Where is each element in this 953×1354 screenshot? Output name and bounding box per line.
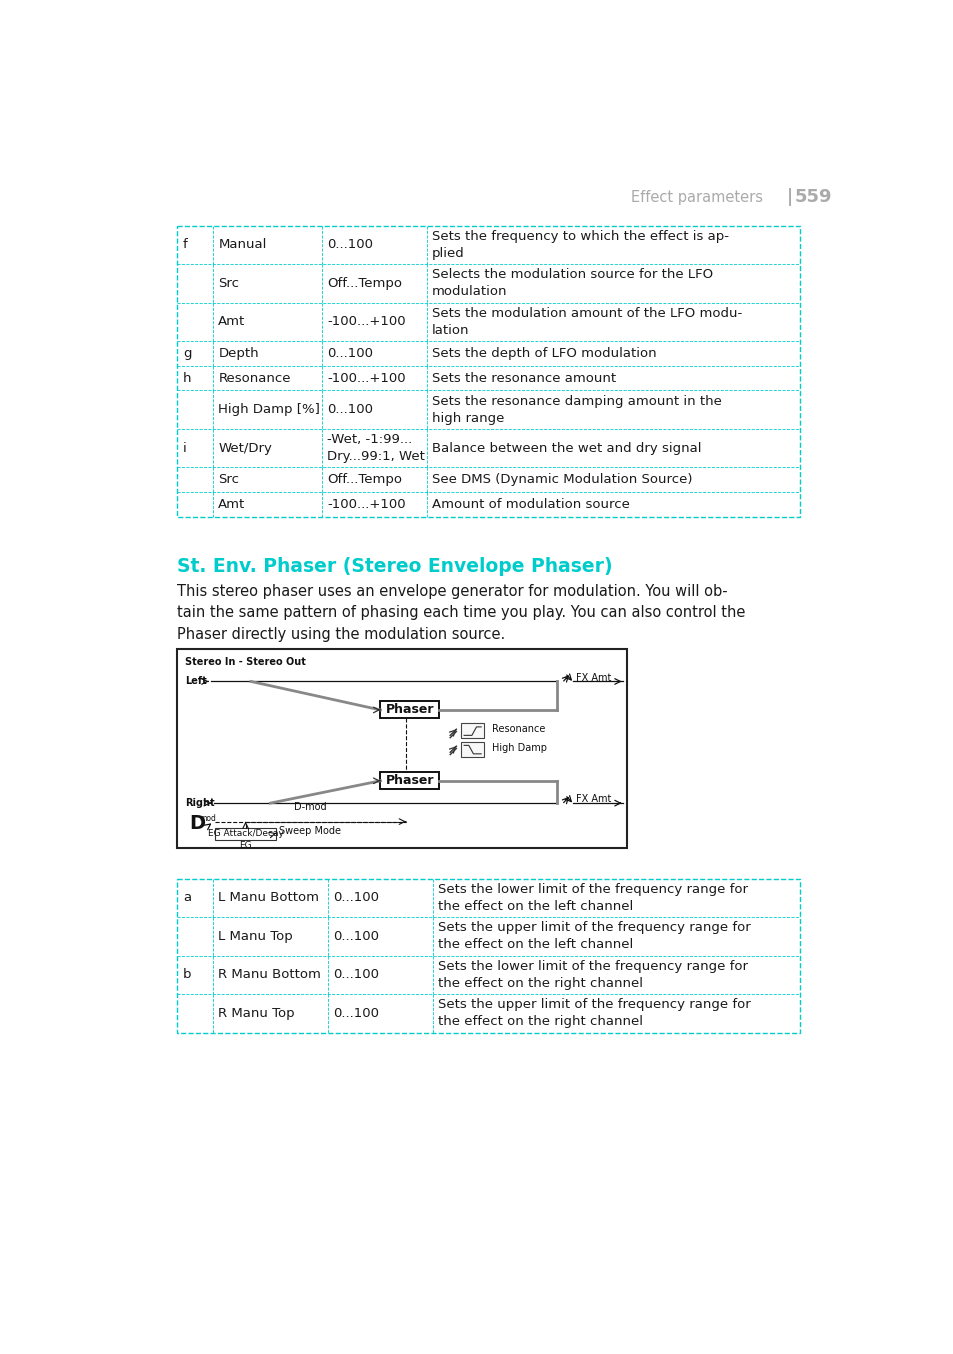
Text: Selects the modulation source for the LFO
modulation: Selects the modulation source for the LF…: [432, 268, 713, 298]
Text: |: |: [786, 188, 793, 206]
Text: Wet/Dry: Wet/Dry: [218, 441, 272, 455]
Text: mod: mod: [199, 814, 215, 823]
Text: FX Amt: FX Amt: [575, 673, 611, 682]
Text: Src: Src: [218, 473, 239, 486]
Text: -100...+100: -100...+100: [327, 498, 406, 510]
Text: Resonance: Resonance: [218, 371, 291, 385]
Bar: [380, 772, 439, 789]
Text: -100...+100: -100...+100: [327, 371, 406, 385]
Text: Depth: Depth: [218, 347, 258, 360]
Text: i: i: [183, 441, 187, 455]
Text: Sets the resonance amount: Sets the resonance amount: [432, 371, 616, 385]
Text: g: g: [183, 347, 192, 360]
Text: FX Amt: FX Amt: [575, 795, 611, 804]
Text: Amount of modulation source: Amount of modulation source: [432, 498, 629, 510]
Text: L Manu Bottom: L Manu Bottom: [218, 891, 319, 904]
Text: 0...100: 0...100: [334, 891, 379, 904]
Text: D: D: [189, 814, 205, 833]
Text: b: b: [183, 968, 192, 982]
Bar: [177, 649, 626, 848]
Text: Right: Right: [185, 798, 214, 808]
Text: Effect parameters: Effect parameters: [630, 190, 762, 204]
Text: Off...Tempo: Off...Tempo: [327, 473, 402, 486]
Text: EG: EG: [239, 841, 252, 850]
Text: L Manu Top: L Manu Top: [218, 930, 293, 942]
Text: Manual: Manual: [218, 238, 267, 252]
Text: Sets the upper limit of the frequency range for
the effect on the right channel: Sets the upper limit of the frequency ra…: [437, 998, 750, 1028]
Text: This stereo phaser uses an envelope generator for modulation. You will ob-
tain : This stereo phaser uses an envelope gene…: [177, 584, 745, 642]
Text: Balance between the wet and dry signal: Balance between the wet and dry signal: [432, 441, 700, 455]
Text: R Manu Bottom: R Manu Bottom: [218, 968, 321, 982]
Text: Src: Src: [218, 276, 239, 290]
Text: Left: Left: [185, 677, 207, 686]
Text: Phaser: Phaser: [385, 704, 434, 716]
Bar: [215, 827, 275, 839]
Text: Sets the lower limit of the frequency range for
the effect on the left channel: Sets the lower limit of the frequency ra…: [437, 883, 747, 913]
Text: High Damp [%]: High Damp [%]: [218, 403, 320, 416]
Text: Sets the modulation amount of the LFO modu-
lation: Sets the modulation amount of the LFO mo…: [432, 307, 741, 337]
Text: f: f: [183, 238, 188, 252]
Text: 559: 559: [794, 188, 832, 206]
Text: Amt: Amt: [218, 315, 245, 329]
Text: Sets the frequency to which the effect is ap-
plied: Sets the frequency to which the effect i…: [432, 230, 728, 260]
Text: Sets the lower limit of the frequency range for
the effect on the right channel: Sets the lower limit of the frequency ra…: [437, 960, 747, 990]
Text: -100...+100: -100...+100: [327, 315, 406, 329]
Text: High Damp: High Damp: [492, 743, 546, 753]
Bar: [380, 701, 439, 719]
Text: 0...100: 0...100: [334, 968, 379, 982]
Text: Stereo In - Stereo Out: Stereo In - Stereo Out: [185, 657, 306, 666]
Text: Sets the resonance damping amount in the
high range: Sets the resonance damping amount in the…: [432, 394, 721, 425]
Text: St. Env. Phaser (Stereo Envelope Phaser): St. Env. Phaser (Stereo Envelope Phaser): [177, 556, 613, 575]
Text: Phaser: Phaser: [385, 774, 434, 787]
Text: R Manu Top: R Manu Top: [218, 1007, 294, 1020]
Text: See DMS (Dynamic Modulation Source): See DMS (Dynamic Modulation Source): [432, 473, 692, 486]
Text: Off...Tempo: Off...Tempo: [327, 276, 402, 290]
Text: 0...100: 0...100: [334, 1007, 379, 1020]
Text: -Wet, -1:99...
Dry...99:1, Wet: -Wet, -1:99... Dry...99:1, Wet: [327, 433, 425, 463]
Text: Sweep Mode: Sweep Mode: [278, 826, 340, 835]
Text: a: a: [183, 891, 191, 904]
Text: Amt: Amt: [218, 498, 245, 510]
Text: Sets the depth of LFO modulation: Sets the depth of LFO modulation: [432, 347, 656, 360]
Text: D-mod: D-mod: [294, 802, 327, 811]
Text: Sets the upper limit of the frequency range for
the effect on the left channel: Sets the upper limit of the frequency ra…: [437, 921, 750, 952]
Text: 0...100: 0...100: [327, 238, 373, 252]
Text: 0...100: 0...100: [327, 403, 373, 416]
Bar: [177, 879, 800, 1033]
Text: 0...100: 0...100: [327, 347, 373, 360]
Text: 0...100: 0...100: [334, 930, 379, 942]
Bar: [460, 742, 484, 757]
Text: h: h: [183, 371, 192, 385]
Bar: [177, 226, 800, 517]
Bar: [460, 723, 484, 738]
Text: EG Attack/Decay: EG Attack/Decay: [208, 830, 283, 838]
Text: Resonance: Resonance: [492, 724, 545, 734]
